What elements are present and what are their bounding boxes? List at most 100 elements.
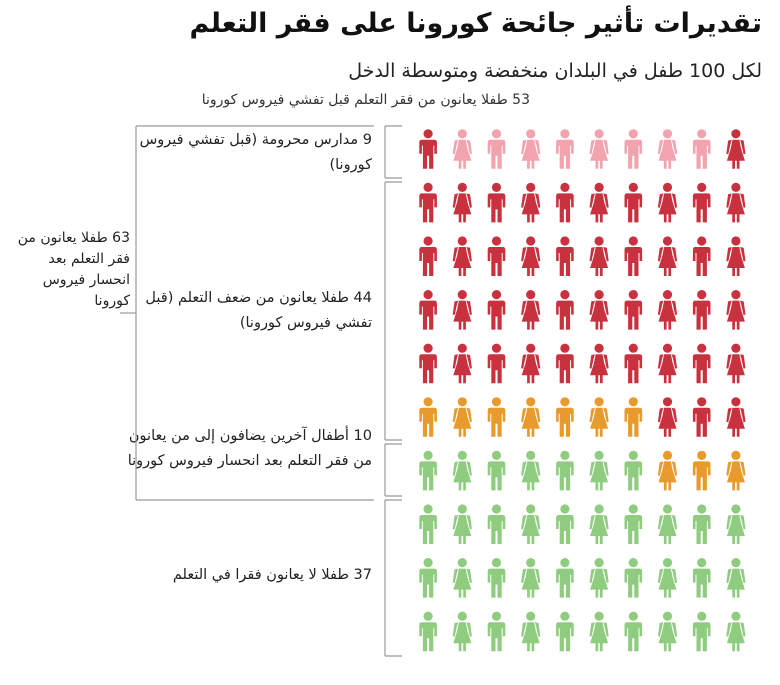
boy-icon xyxy=(624,450,643,491)
girl-icon xyxy=(726,290,746,330)
boy-icon xyxy=(487,129,506,169)
label-no-poverty: 37 طفلا لا يعانون فقرا في التعلم xyxy=(172,567,372,583)
boy-icon xyxy=(556,558,574,598)
boy-icon xyxy=(624,558,643,598)
boy-icon xyxy=(419,611,437,652)
girl-icon xyxy=(521,290,541,330)
girl-icon xyxy=(726,182,746,223)
boy-icon xyxy=(419,450,437,491)
girl-icon xyxy=(452,343,472,384)
boy-icon xyxy=(556,182,574,223)
girl-icon xyxy=(726,450,746,491)
girl-icon xyxy=(657,504,678,544)
boy-icon xyxy=(556,236,574,276)
girl-icon xyxy=(521,343,541,384)
boy-icon xyxy=(692,182,711,223)
boy-icon xyxy=(556,343,574,384)
boy-icon xyxy=(556,450,574,491)
girl-icon xyxy=(657,611,678,652)
boy-icon xyxy=(487,397,506,437)
boy-icon xyxy=(487,290,506,330)
girl-icon xyxy=(589,611,609,652)
girl-icon xyxy=(521,504,541,544)
girl-icon xyxy=(521,129,541,169)
waffle-chart xyxy=(419,129,746,652)
girl-icon xyxy=(452,558,472,598)
boy-icon xyxy=(692,611,711,652)
chart-title: تقديرات تأثير جائحة كورونا على فقر التعل… xyxy=(189,8,762,39)
boy-icon xyxy=(692,558,711,598)
girl-icon xyxy=(589,236,609,276)
girl-icon xyxy=(726,611,746,652)
boy-icon xyxy=(419,397,437,437)
girl-icon xyxy=(452,611,472,652)
girl-icon xyxy=(589,290,609,330)
girl-icon xyxy=(726,397,746,437)
boy-icon xyxy=(624,397,643,437)
boy-icon xyxy=(692,290,711,330)
girl-icon xyxy=(452,450,472,491)
boy-icon xyxy=(419,558,437,598)
girl-icon xyxy=(589,182,609,223)
boy-icon xyxy=(624,129,643,169)
boy-icon xyxy=(624,504,643,544)
girl-icon xyxy=(521,558,541,598)
girl-icon xyxy=(657,343,678,384)
boy-icon xyxy=(419,182,437,223)
girl-icon xyxy=(726,504,746,544)
boy-icon xyxy=(419,290,437,330)
boy-icon xyxy=(692,236,711,276)
label-added-children: 10 أطفال آخرين يضافون إلى من يعانون من ف… xyxy=(127,428,372,469)
girl-icon xyxy=(657,397,678,437)
label-total-after-covid: 63 طفلا يعانون من فقر التعلم بعد انحسار … xyxy=(17,230,130,309)
boy-icon xyxy=(419,129,437,169)
girl-icon xyxy=(657,450,678,491)
boy-icon xyxy=(487,343,506,384)
girl-icon xyxy=(452,290,472,330)
girl-icon xyxy=(452,129,472,169)
girl-icon xyxy=(657,182,678,223)
boy-icon xyxy=(624,611,643,652)
girl-icon xyxy=(657,290,678,330)
girl-icon xyxy=(589,129,609,169)
boy-icon xyxy=(487,182,506,223)
girl-icon xyxy=(452,504,472,544)
girl-icon xyxy=(521,450,541,491)
boy-icon xyxy=(487,236,506,276)
label-deprived-schools: 9 مدارس محرومة (قبل تفشي فيروس كورونا) xyxy=(139,132,372,173)
boy-icon xyxy=(556,129,574,169)
label-learning-poverty: 44 طفلا يعانون من ضعف التعلم (قبل تفشي ف… xyxy=(145,290,372,331)
boy-icon xyxy=(624,343,643,384)
boy-icon xyxy=(692,504,711,544)
girl-icon xyxy=(452,236,472,276)
boy-icon xyxy=(556,611,574,652)
girl-icon xyxy=(521,397,541,437)
girl-icon xyxy=(726,129,746,169)
boy-icon xyxy=(487,504,506,544)
girl-icon xyxy=(589,450,609,491)
boy-icon xyxy=(692,450,711,491)
girl-icon xyxy=(589,343,609,384)
boy-icon xyxy=(556,290,574,330)
boy-icon xyxy=(419,343,437,384)
boy-icon xyxy=(556,504,574,544)
girl-icon xyxy=(657,236,678,276)
boy-icon xyxy=(624,182,643,223)
girl-icon xyxy=(452,397,472,437)
boy-icon xyxy=(419,236,437,276)
girl-icon xyxy=(657,558,678,598)
girl-icon xyxy=(589,397,609,437)
boy-icon xyxy=(556,397,574,437)
girl-icon xyxy=(521,182,541,223)
girl-icon xyxy=(657,129,678,169)
boy-icon xyxy=(624,236,643,276)
girl-icon xyxy=(726,343,746,384)
boy-icon xyxy=(487,558,506,598)
boy-icon xyxy=(624,290,643,330)
boy-icon xyxy=(692,343,711,384)
girl-icon xyxy=(589,504,609,544)
girl-icon xyxy=(521,611,541,652)
boy-icon xyxy=(487,450,506,491)
girl-icon xyxy=(726,558,746,598)
